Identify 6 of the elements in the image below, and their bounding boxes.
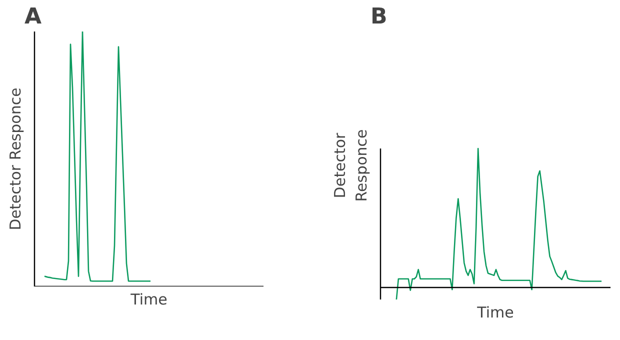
chart-title: B — [370, 4, 388, 30]
x-axis-title: Time — [476, 304, 514, 322]
y-axis-title: Detector Responce — [330, 129, 370, 202]
y-axis-title: Detector Responce — [6, 88, 24, 230]
x-axis-title: Time — [130, 290, 168, 308]
chart-title: A — [24, 4, 42, 30]
